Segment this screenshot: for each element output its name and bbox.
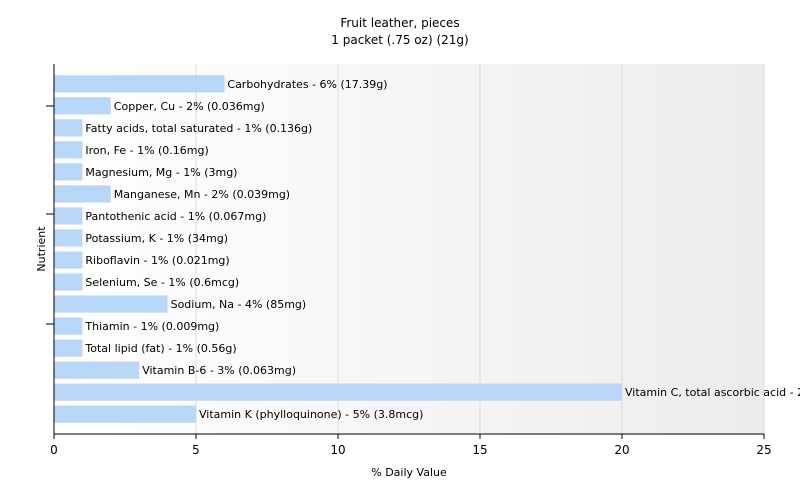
grid-lines bbox=[195, 64, 765, 434]
bar-label: Fatty acids, total saturated - 1% (0.136… bbox=[85, 122, 312, 135]
bar-label: Selenium, Se - 1% (0.6mcg) bbox=[85, 276, 239, 289]
bar-label: Vitamin C, total ascorbic acid - 20% (11… bbox=[625, 386, 800, 399]
bar-label: Riboflavin - 1% (0.021mg) bbox=[85, 254, 229, 267]
x-axis-label: % Daily Value bbox=[371, 466, 447, 479]
bar bbox=[54, 141, 83, 159]
bar bbox=[54, 405, 196, 423]
bar bbox=[54, 273, 83, 291]
bar bbox=[54, 207, 83, 225]
bar-label: Carbohydrates - 6% (17.39g) bbox=[227, 78, 387, 91]
bar bbox=[54, 339, 83, 357]
bar bbox=[54, 75, 225, 93]
bar-label: Manganese, Mn - 2% (0.039mg) bbox=[114, 188, 290, 201]
bar bbox=[54, 163, 83, 181]
bar bbox=[54, 383, 622, 401]
bar-label: Thiamin - 1% (0.009mg) bbox=[84, 320, 219, 333]
bar bbox=[54, 185, 111, 203]
bar-label: Total lipid (fat) - 1% (0.56g) bbox=[84, 342, 236, 355]
x-tick-label: 5 bbox=[192, 443, 200, 457]
bar-label: Vitamin K (phylloquinone) - 5% (3.8mcg) bbox=[199, 408, 423, 421]
bars bbox=[54, 75, 622, 423]
plot-area bbox=[54, 64, 764, 434]
bar-label: Potassium, K - 1% (34mg) bbox=[85, 232, 228, 245]
bar bbox=[54, 229, 83, 247]
bar-labels: Carbohydrates - 6% (17.39g) Copper, Cu - … bbox=[84, 78, 800, 421]
x-tick-label: 20 bbox=[614, 443, 629, 457]
bar bbox=[54, 361, 140, 379]
bar bbox=[54, 317, 83, 335]
bar-label: Iron, Fe - 1% (0.16mg) bbox=[85, 144, 208, 157]
bar bbox=[54, 97, 111, 115]
y-axis-label: Nutrient bbox=[35, 226, 48, 272]
axes: 0 5 10 15 20 25 bbox=[46, 64, 772, 457]
bar-label: Vitamin B-6 - 3% (0.063mg) bbox=[142, 364, 296, 377]
bar-label: Sodium, Na - 4% (85mg) bbox=[171, 298, 307, 311]
chart-subtitle: 1 packet (.75 oz) (21g) bbox=[331, 33, 468, 47]
bar bbox=[54, 295, 168, 313]
bar bbox=[54, 119, 83, 137]
x-tick-label: 25 bbox=[756, 443, 771, 457]
bar bbox=[54, 251, 83, 269]
bar-label: Pantothenic acid - 1% (0.067mg) bbox=[85, 210, 266, 223]
x-tick-label: 0 bbox=[50, 443, 58, 457]
bar-label: Copper, Cu - 2% (0.036mg) bbox=[114, 100, 265, 113]
bar-label: Magnesium, Mg - 1% (3mg) bbox=[85, 166, 237, 179]
chart-title: Fruit leather, pieces bbox=[340, 16, 459, 30]
x-tick-label: 15 bbox=[472, 443, 487, 457]
x-tick-label: 10 bbox=[330, 443, 345, 457]
